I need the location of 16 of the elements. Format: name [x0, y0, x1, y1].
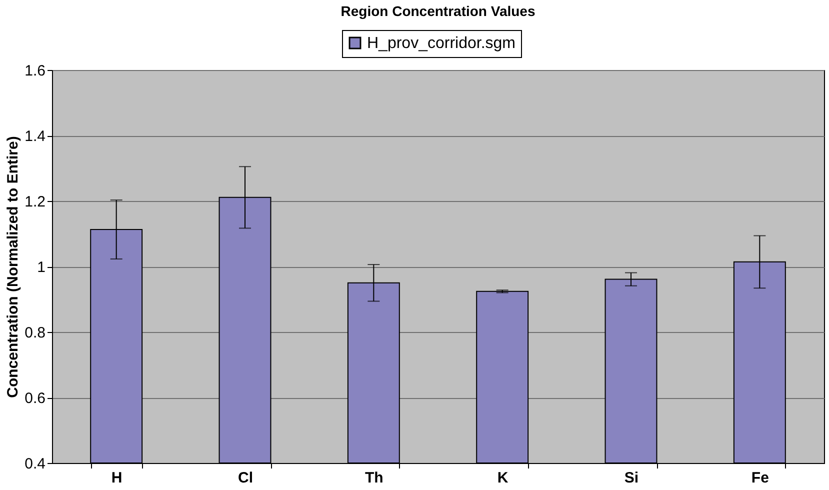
- x-tick-label: Fe: [751, 470, 769, 486]
- x-tick-label: Th: [365, 470, 384, 486]
- x-tick-label: Cl: [238, 470, 253, 486]
- y-tick-label: 0.8: [24, 324, 46, 342]
- y-tick-label: 1.4: [24, 128, 46, 145]
- x-tick-label: Si: [624, 470, 639, 486]
- y-tick-label: 1: [37, 259, 46, 276]
- legend-label: H_prov_corridor.sgm: [367, 35, 516, 52]
- y-tick-label: 0.4: [24, 456, 46, 472]
- chart-title: Region Concentration Values: [340, 3, 536, 19]
- x-tick-label: H: [111, 470, 122, 486]
- x-tick-label: K: [497, 470, 508, 486]
- y-tick-label: 1.2: [24, 194, 46, 210]
- y-axis-title: Concentration (Normalized to Entire): [4, 136, 22, 398]
- y-tick-label: 1.6: [24, 62, 46, 80]
- y-tick-label: 0.6: [24, 390, 46, 407]
